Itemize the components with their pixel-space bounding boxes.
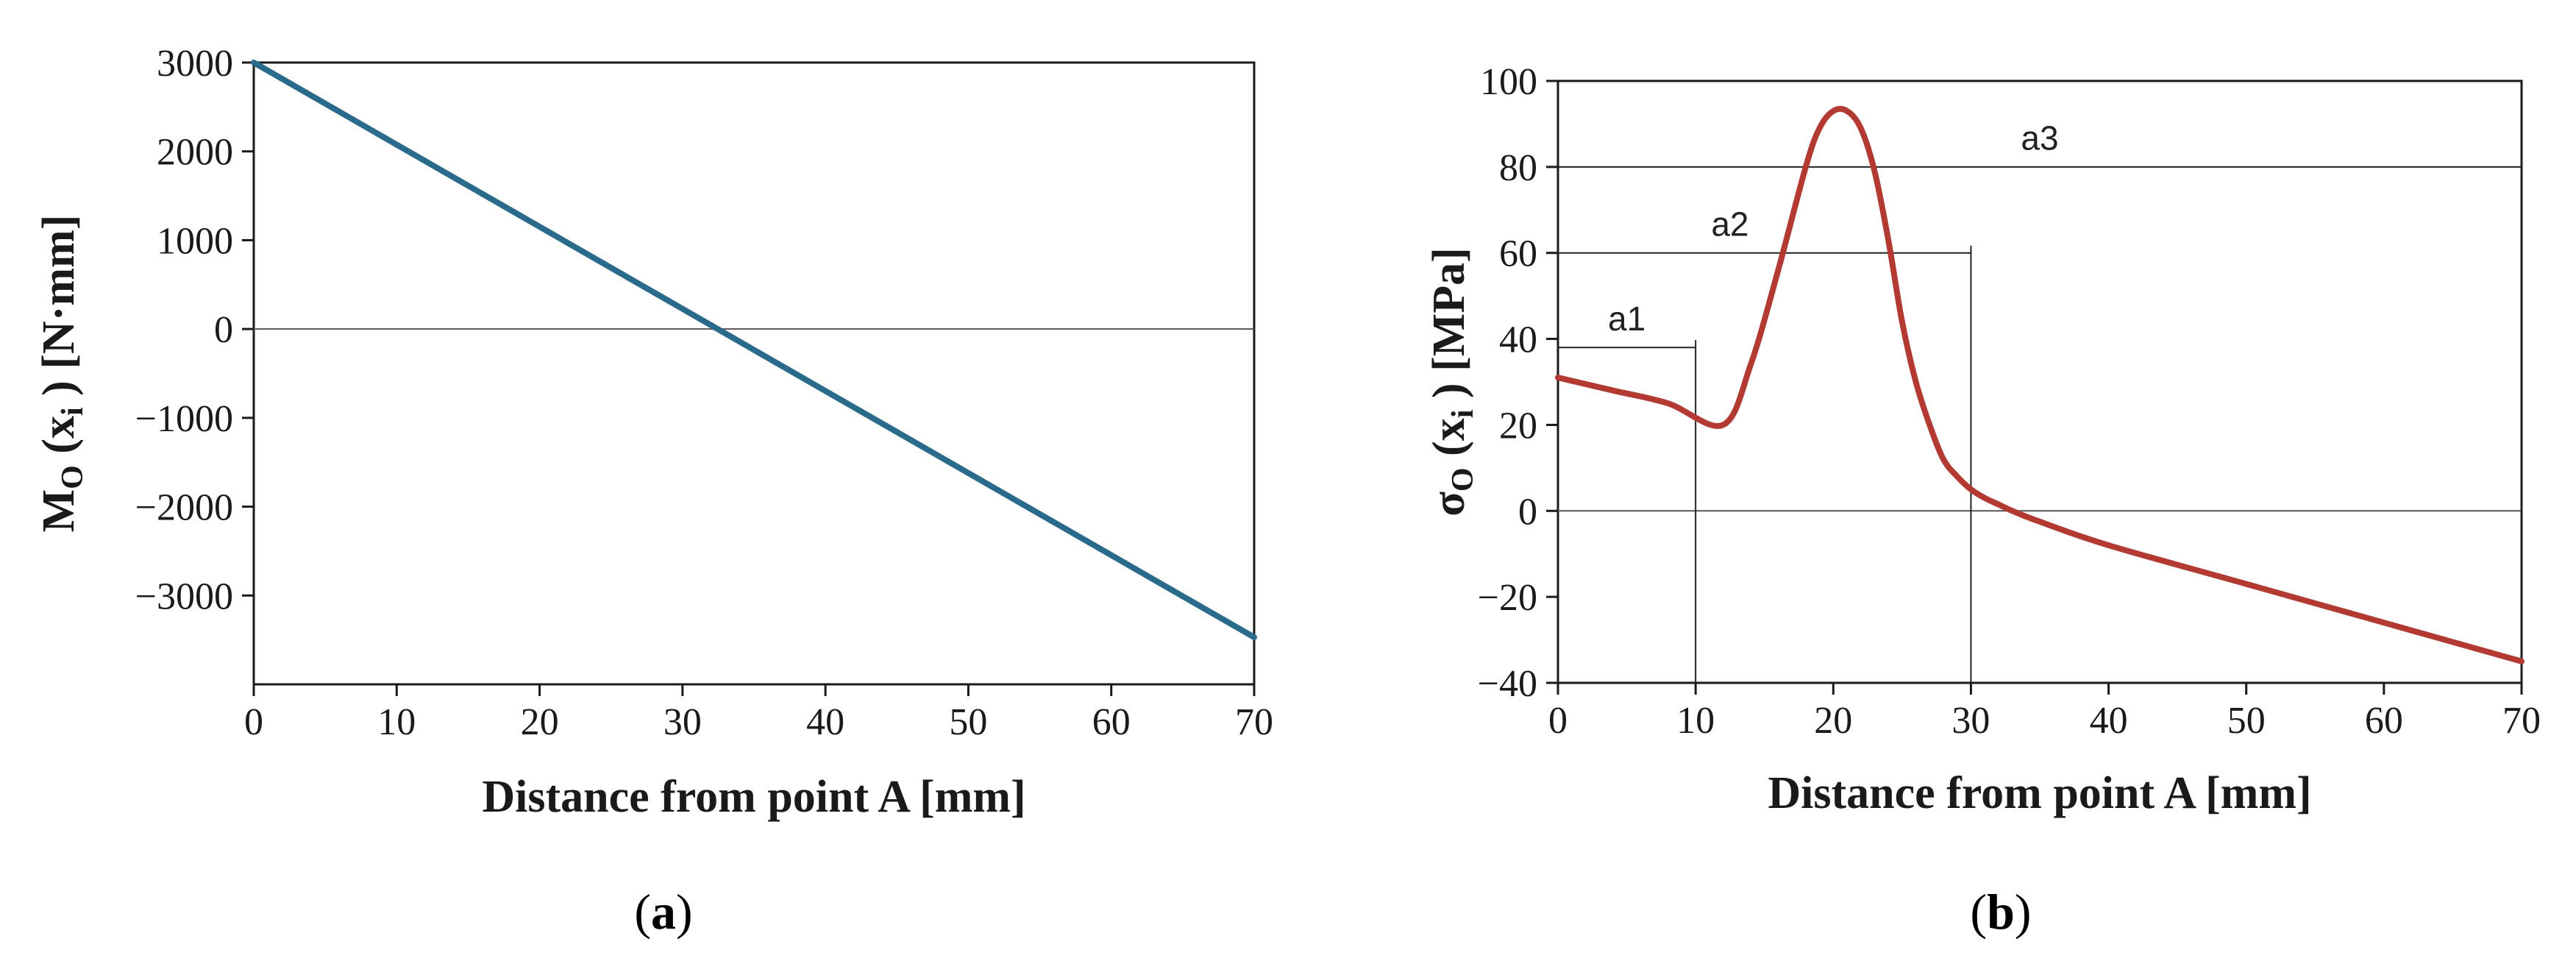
y-tick-label: 60 bbox=[1499, 233, 1537, 275]
x-tick-label: 10 bbox=[1676, 700, 1715, 742]
annotation-a1-label: a1 bbox=[1608, 299, 1645, 338]
series-line-M_O bbox=[251, 60, 1257, 641]
x-axis-label-a: Distance from point A [mm] bbox=[482, 772, 1025, 822]
y-axis-label-a: MO (xi ) [N·mm] bbox=[34, 215, 90, 533]
panel-letter-b: b bbox=[1987, 884, 2015, 940]
plot-area-b bbox=[1556, 79, 2523, 684]
x-tick-label: 50 bbox=[2227, 700, 2266, 742]
annotation-a2-label: a2 bbox=[1711, 205, 1748, 243]
x-tick-label: 60 bbox=[2365, 700, 2403, 742]
y-axis-label-part: ) [N·mm] bbox=[34, 215, 84, 408]
plot-area-a bbox=[252, 61, 1256, 686]
x-tick-label: 0 bbox=[244, 701, 263, 743]
annotation-a3-label: a3 bbox=[2021, 118, 2058, 157]
y-axis-label-part: (x bbox=[34, 416, 84, 465]
chart-a: 0 10 20 30 40 50 60 70 3000 2000 1000 0 −1000 −2000 −3… bbox=[34, 43, 1273, 940]
y-axis-label-part: ) [MPa] bbox=[1424, 247, 1474, 409]
y-tick-label: −20 bbox=[1478, 577, 1537, 619]
ticks-a: 0 10 20 30 40 50 60 70 3000 2000 1000 0 −1000 −2000 −3… bbox=[135, 43, 1273, 743]
y-tick-label: 40 bbox=[1499, 319, 1537, 361]
y-axis-label-b: σO (xi ) [MPa] bbox=[1424, 247, 1480, 517]
panel-label-a: (a) bbox=[634, 884, 692, 940]
y-tick-label: 2000 bbox=[157, 132, 233, 174]
x-tick-label: 70 bbox=[2502, 700, 2541, 742]
x-tick-label: 60 bbox=[1092, 701, 1131, 743]
y-tick-label: −2000 bbox=[135, 487, 233, 529]
series-a bbox=[251, 60, 1257, 641]
y-axis-label-part: i bbox=[1446, 409, 1480, 418]
y-tick-label: 80 bbox=[1499, 147, 1537, 189]
chart-b: 0 10 20 30 40 50 60 70 100 80 60 40 20 0 −20 −40 a1 a2 a3… bbox=[1424, 61, 2541, 940]
y-tick-label: 0 bbox=[1518, 491, 1537, 533]
x-tick-label: 0 bbox=[1548, 700, 1568, 742]
x-tick-label: 20 bbox=[521, 701, 559, 743]
annotations-b: a1 a2 a3 bbox=[1558, 118, 2522, 683]
series-line-σ_O bbox=[1555, 105, 2525, 664]
y-tick-label: −40 bbox=[1478, 663, 1537, 705]
series-b bbox=[1555, 105, 2525, 664]
x-axis-label-b: Distance from point A [mm] bbox=[1768, 768, 2311, 818]
y-axis-label-text: σO (xi ) [MPa] bbox=[1424, 247, 1480, 517]
y-tick-label: 100 bbox=[1480, 61, 1537, 103]
y-tick-label: 1000 bbox=[157, 220, 233, 262]
y-tick-label: 0 bbox=[214, 309, 233, 351]
y-axis-label-text: MO (xi ) [N·mm] bbox=[34, 215, 90, 533]
panel-letter-a: a bbox=[651, 884, 676, 940]
ticks-b: 0 10 20 30 40 50 60 70 100 80 60 40 20 0 −20 −40 bbox=[1478, 61, 2541, 742]
x-tick-label: 20 bbox=[1814, 700, 1852, 742]
y-tick-label: −3000 bbox=[135, 575, 233, 617]
y-axis-label-part: (x bbox=[1424, 418, 1474, 467]
y-tick-label: 3000 bbox=[157, 43, 233, 85]
x-tick-label: 50 bbox=[949, 701, 987, 743]
y-axis-label-part: σ bbox=[1424, 492, 1474, 517]
y-axis-label-part: M bbox=[34, 489, 84, 533]
x-tick-label: 70 bbox=[1235, 701, 1273, 743]
panel-label-b: (b) bbox=[1970, 884, 2031, 940]
y-axis-label-part: O bbox=[1446, 467, 1480, 492]
y-tick-label: −1000 bbox=[135, 398, 233, 440]
y-axis-label-part: O bbox=[56, 465, 90, 489]
y-axis-label-part: i bbox=[56, 407, 90, 416]
x-tick-label: 30 bbox=[1951, 700, 1990, 742]
x-tick-label: 30 bbox=[663, 701, 702, 743]
x-tick-label: 10 bbox=[377, 701, 416, 743]
y-tick-label: 20 bbox=[1499, 405, 1537, 447]
x-tick-label: 40 bbox=[2090, 700, 2128, 742]
x-tick-label: 40 bbox=[806, 701, 844, 743]
